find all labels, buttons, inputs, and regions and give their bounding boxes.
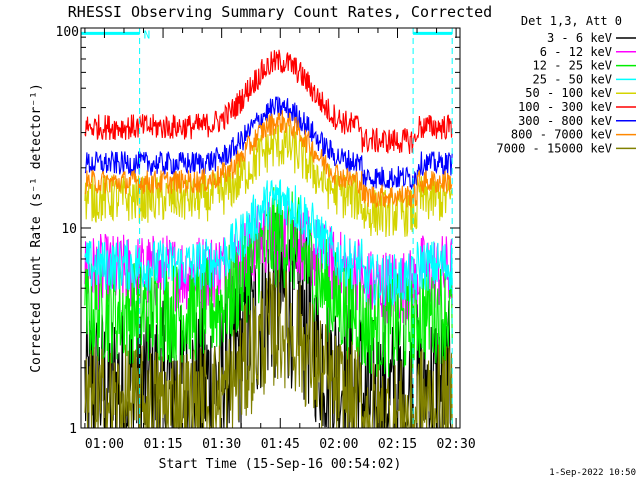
x-tick-label: 01:00 [85, 437, 124, 452]
legend-label-50-100-kev: 50 - 100 keV [525, 86, 612, 100]
legend-label-3-6-kev: 3 - 6 keV [547, 31, 612, 45]
legend-title: Det 1,3, Att 0 [521, 14, 622, 28]
footer-date: 1-Sep-2022 10:50 [549, 468, 636, 478]
legend-label-300-800-kev: 300 - 800 keV [518, 114, 612, 128]
x-tick-label: 01:15 [143, 437, 182, 452]
legend-label-800-7000-kev: 800 - 7000 keV [511, 128, 612, 142]
x-tick-label: 02:00 [319, 437, 358, 452]
saa-label: N [144, 28, 151, 41]
legend-label-25-50-kev: 25 - 50 keV [533, 72, 612, 86]
y-tick-label-10: 10 [61, 222, 77, 237]
legend-label-6-12-kev: 6 - 12 keV [540, 45, 612, 59]
legend-label-12-25-kev: 12 - 25 keV [533, 59, 612, 73]
x-axis-label: Start Time (15-Sep-16 00:54:02) [159, 457, 402, 472]
x-tick-label: 01:30 [202, 437, 241, 452]
y-tick-label-1: 1 [69, 422, 77, 437]
chart-title: RHESSI Observing Summary Count Rates, Co… [68, 3, 492, 21]
x-tick-label: 02:30 [437, 437, 476, 452]
x-tick-label: 02:15 [378, 437, 417, 452]
legend-label-7000-15000-kev: 7000 - 15000 keV [496, 141, 612, 155]
series-25-50-kev [84, 179, 453, 306]
series-800-7000-kev [84, 110, 453, 208]
y-axis-label: Corrected Count Rate (s⁻¹ detector⁻¹) [29, 83, 44, 373]
x-tick-label: 01:45 [261, 437, 300, 452]
series-100-300-kev [84, 49, 453, 155]
y-tick-label-100: 100 [56, 25, 79, 40]
series-300-800-kev [84, 96, 453, 191]
legend-label-100-300-kev: 100 - 300 keV [518, 100, 612, 114]
axes-layer: 01:00 01:15 01:30 01:45 02:00 02:15 02:30 [81, 28, 476, 452]
